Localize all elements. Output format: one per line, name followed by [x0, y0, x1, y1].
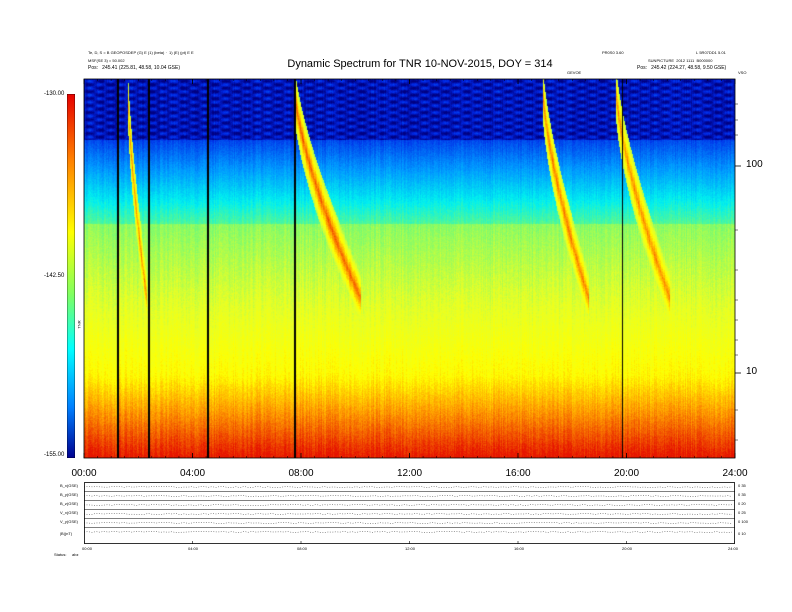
panel-row-scale: 0 25	[738, 510, 746, 515]
panel-row-label: B_x(GSE)	[60, 483, 79, 488]
colorbar-tick-mid: -142.50	[44, 273, 65, 279]
panel-tick-label: 08:00	[297, 546, 308, 551]
panel-tick-label: 24:00	[728, 546, 739, 551]
header-left-position: Pos: 245.41 (225.81, 48.58, 10.04 GSE)	[88, 65, 181, 71]
x-tick-label: 12:00	[396, 468, 423, 479]
panel-tick-label: 12:00	[405, 546, 416, 551]
colorbar-tick-bottom: -155.00	[44, 452, 65, 458]
panel-row-label: B_z(GSE)	[60, 501, 79, 506]
header-right-top-a: PR0S0 3.60	[602, 50, 624, 55]
panel-row-scale: 0 100	[738, 519, 749, 524]
status-label: Status:	[54, 552, 67, 557]
plot-frame	[83, 78, 736, 459]
header-left-line2: MSF(SE 3) = 50.002	[88, 58, 125, 63]
panel-trace	[84, 495, 733, 497]
panel-trace	[84, 504, 733, 506]
header-right-top-b: L 5R07DD1 5.01	[696, 50, 726, 55]
solar-wind-panel	[84, 482, 735, 544]
panel-trace	[84, 531, 733, 533]
panel-tick-label: 00:00	[82, 546, 93, 551]
header-right-position: Pos: 245.42 (224.27, 48.58, 9.50 GSE)	[637, 65, 727, 71]
header-right-line2: SUNPICTURE 2012 1111 B000000	[648, 58, 713, 63]
x-tick-label: 08:00	[288, 468, 314, 479]
panel-row-scale: 0 35	[738, 492, 746, 497]
panel-row-label: V_x(GSE)	[60, 510, 79, 515]
panel-row-label: B_y(GSE)	[60, 492, 79, 497]
marker-left-label: GEVOE	[567, 70, 582, 75]
panel-trace	[84, 522, 733, 524]
x-tick-label: 04:00	[179, 468, 206, 479]
panel-row-scale: 0 35	[738, 483, 746, 488]
x-tick-label: 16:00	[505, 468, 531, 479]
marker-right-label: VSO	[738, 70, 747, 75]
panel-tick-label: 04:00	[188, 546, 199, 551]
panel-row-label: V_y(GSE)	[60, 519, 79, 524]
panel-tick-label: 20:00	[622, 546, 633, 551]
dynamic-spectrum-plot	[84, 79, 735, 458]
status-value: abz	[72, 552, 79, 557]
x-tick-label: 20:00	[613, 468, 640, 479]
x-tick-label: 24:00	[722, 468, 748, 479]
x-tick-label: 00:00	[71, 468, 97, 479]
panel-trace	[84, 513, 733, 515]
colorbar-tick-top: -130.00	[44, 91, 65, 97]
panel-tick-label: 16:00	[514, 546, 525, 551]
panel-row-label: |B|(nT)	[60, 531, 73, 536]
panel-row-scale: 0 20	[738, 501, 746, 506]
panel-trace	[84, 486, 733, 488]
header-left-line1: Te, D, S = Β GEOPOSDEP (G) E (1) (beta) …	[88, 50, 194, 55]
y-tick-label-10: 10	[746, 366, 758, 377]
chart-title: Dynamic Spectrum for TNR 10-NOV-2015, DO…	[287, 58, 553, 70]
colorbar	[67, 94, 75, 458]
y-tick-label-100: 100	[746, 159, 763, 170]
panel-row-scale: 0 10	[738, 531, 746, 536]
